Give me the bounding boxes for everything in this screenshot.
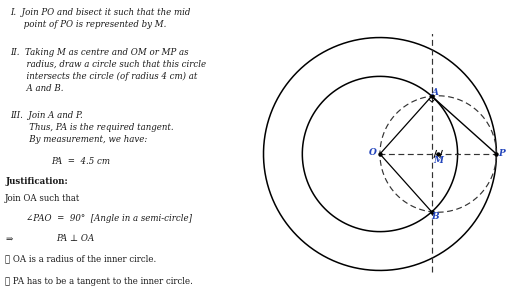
Text: M: M	[432, 156, 442, 165]
Text: Join OA such that: Join OA such that	[5, 194, 80, 203]
Text: Justification:: Justification:	[5, 177, 68, 186]
Text: I.  Join PO and bisect it such that the mid
     point of PO is represented by M: I. Join PO and bisect it such that the m…	[10, 8, 190, 29]
Text: PA ⊥ OA: PA ⊥ OA	[56, 234, 94, 243]
Text: ∠PAO  =  90°  [Angle in a semi-circle]: ∠PAO = 90° [Angle in a semi-circle]	[25, 214, 191, 223]
Text: ∴ PA has to be a tangent to the inner circle.: ∴ PA has to be a tangent to the inner ci…	[5, 277, 192, 286]
Text: O: O	[368, 148, 376, 157]
Text: PA  =  4.5 cm: PA = 4.5 cm	[51, 157, 110, 166]
Text: II.  Taking M as centre and OM or MP as
      radius, draw a circle such that th: II. Taking M as centre and OM or MP as r…	[10, 48, 206, 93]
Text: P: P	[497, 149, 503, 159]
Text: III.  Join A and P.
       Thus, PA is the required tangent.
       By measureme: III. Join A and P. Thus, PA is the requi…	[10, 111, 174, 144]
Text: ⇒: ⇒	[5, 234, 12, 243]
Text: ∴ OA is a radius of the inner circle.: ∴ OA is a radius of the inner circle.	[5, 254, 156, 263]
Text: B: B	[431, 212, 438, 221]
Text: A: A	[431, 88, 438, 97]
